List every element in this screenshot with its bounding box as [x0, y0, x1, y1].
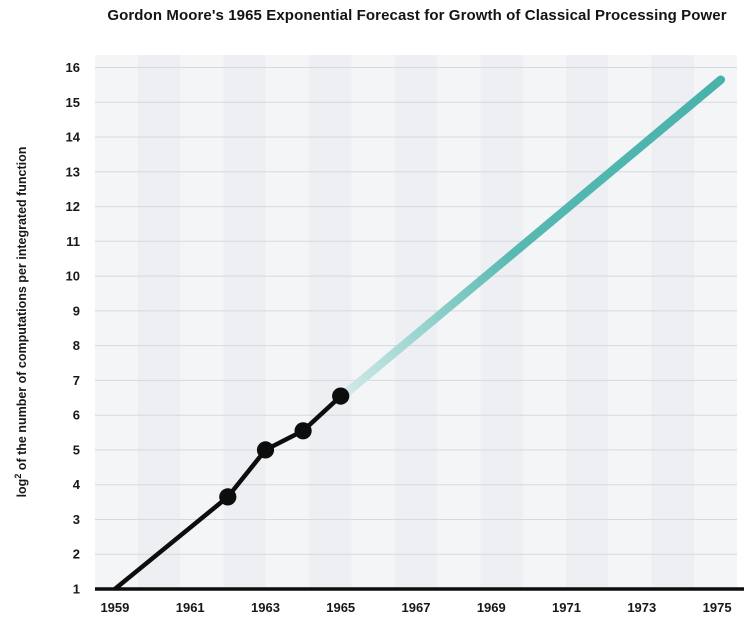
background-stripe: [266, 55, 309, 589]
y-tick-label: 7: [73, 373, 80, 388]
x-tick-label: 1969: [477, 600, 506, 615]
background-stripe: [309, 55, 352, 589]
y-tick-label: 14: [66, 130, 81, 145]
background-stripe: [351, 55, 395, 589]
y-tick-label: 10: [66, 269, 80, 284]
data-point-marker: [256, 441, 275, 459]
background-stripe: [651, 55, 695, 589]
x-tick-label: 1971: [552, 600, 581, 615]
y-tick-label: 15: [66, 95, 80, 110]
background-stripe: [523, 55, 566, 589]
background-stripe: [95, 55, 138, 589]
background-stripe: [480, 55, 523, 589]
x-tick-label: 1959: [100, 600, 129, 615]
y-tick-label: 1: [73, 582, 80, 597]
data-point-marker: [219, 488, 237, 506]
y-tick-label: 5: [73, 442, 80, 457]
background-stripe: [137, 55, 181, 589]
plot-background-stripes: [95, 55, 737, 589]
y-tick-label: 6: [73, 408, 80, 423]
y-tick-label: 11: [66, 234, 80, 249]
background-stripe: [223, 55, 267, 589]
data-point-marker: [332, 387, 350, 405]
x-tick-label: 1965: [326, 600, 355, 615]
x-tick-label: 1975: [703, 600, 732, 615]
y-tick-label: 12: [66, 199, 80, 214]
background-stripe: [608, 55, 652, 589]
y-tick-label: 16: [66, 60, 80, 75]
y-tick-label: 9: [73, 303, 80, 318]
x-tick-labels: 1959 1961 1963 1965 1967 1969 1971 1973 1975: [100, 600, 731, 615]
x-tick-label: 1961: [176, 600, 205, 615]
forecast-line: [338, 75, 726, 401]
chart-title: Gordon Moore's 1965 Exponential Forecast…: [107, 7, 727, 24]
data-point-markers: [219, 387, 350, 506]
y-tick-label: 4: [73, 477, 81, 492]
background-stripe: [437, 55, 481, 589]
x-tick-label: 1973: [627, 600, 656, 615]
x-tick-label: 1963: [251, 600, 280, 615]
y-tick-label: 3: [73, 512, 80, 527]
y-tick-label: 2: [73, 547, 80, 562]
y-tick-label: 8: [73, 338, 80, 353]
background-stripe: [565, 55, 609, 589]
background-stripe: [694, 55, 737, 589]
data-point-marker: [294, 422, 312, 440]
y-tick-label: 13: [66, 164, 80, 179]
x-tick-label: 1967: [402, 600, 431, 615]
background-stripe: [180, 55, 224, 589]
